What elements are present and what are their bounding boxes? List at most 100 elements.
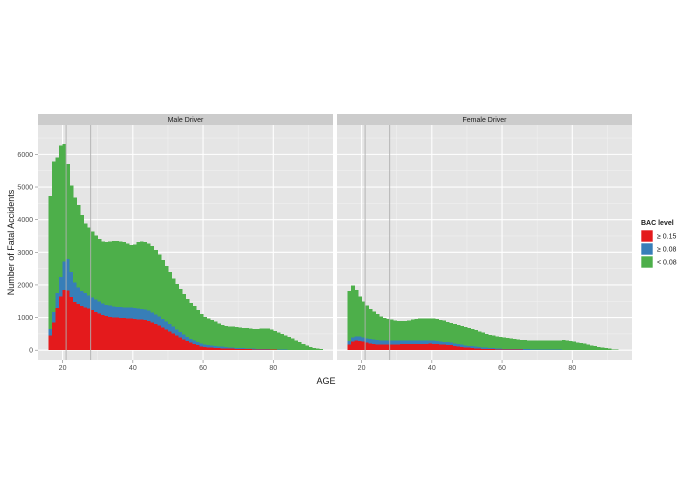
bar-female-age-52-bac-015 [473, 348, 478, 351]
panel-male-title: Male Driver [168, 117, 204, 124]
x-tick-label: 20 [59, 365, 67, 372]
bar-male-age-30-bac-below-008 [97, 238, 102, 351]
bar-male-age-28-bac-below-008 [90, 231, 95, 351]
bar-male-age-45-bac-015 [150, 322, 155, 351]
panel-male-bars [48, 143, 327, 351]
bar-female-age-40-bac-below-008 [431, 318, 436, 351]
panel-male-strip [38, 114, 333, 125]
bar-male-age-87-bac-below-008 [297, 342, 302, 351]
bar-female-age-55-bac-below-008 [484, 334, 489, 351]
bar-female-age-47-bac-below-008 [456, 324, 461, 351]
bar-male-age-27-bac-015 [87, 308, 92, 351]
bar-male-age-41-bac-015 [136, 319, 141, 351]
bar-female-age-25-bac-below-008 [379, 316, 384, 351]
y-tick-label: 0 [29, 348, 33, 355]
bar-male-age-79-bac-below-008 [269, 329, 274, 351]
bar-male-age-78-bac-015 [266, 349, 271, 351]
bar-male-age-50-bac-below-008 [167, 271, 172, 351]
bar-male-age-84-bac-below-008 [287, 337, 292, 351]
bar-male-age-36-bac-below-008 [118, 241, 123, 351]
bar-male-age-70-bac-below-008 [238, 327, 243, 351]
bar-male-age-74-bac-below-008 [252, 328, 257, 351]
bar-female-age-60-bac-015 [502, 349, 506, 351]
panel-male-driver: Male Driver [38, 114, 333, 360]
bar-female-age-51-bac-below-008 [470, 328, 475, 351]
bar-female-age-90-bac-below-008 [607, 348, 612, 351]
bar-male-age-37-bac-below-008 [122, 242, 127, 351]
bar-female-age-57-bac-below-008 [491, 335, 496, 351]
bar-male-age-75-bac-015 [255, 349, 260, 351]
bar-female-age-48-bac-below-008 [459, 325, 464, 351]
bar-male-age-73-bac-below-008 [248, 328, 253, 351]
x-axis-female: 20 40 60 80 [358, 360, 576, 372]
bar-female-age-56-bac-below-008 [488, 335, 492, 351]
bar-female-age-22-bac-015 [368, 343, 373, 351]
bar-male-age-50-bac-015 [167, 331, 172, 351]
bar-female-age-30-bac-015 [396, 344, 401, 351]
bar-male-age-20-bac-015 [62, 289, 67, 351]
bar-female-age-84-bac-below-008 [586, 344, 591, 351]
bar-female-age-21-bac-below-008 [365, 305, 369, 351]
bar-male-age-17-bac-below-008 [52, 161, 56, 351]
bar-female-age-64-bac-015 [516, 349, 520, 351]
bar-female-age-72-bac-008 [544, 349, 549, 351]
bar-female-age-68-bac-below-008 [530, 340, 535, 351]
bar-female-age-32-bac-015 [403, 344, 408, 351]
bar-male-age-57-bac-015 [192, 343, 197, 351]
bar-female-age-92-bac-below-008 [614, 349, 619, 351]
legend-items: ≥ 0.15 ≥ 0.08 < 0.08 [640, 229, 677, 269]
bar-male-age-31-bac-015 [101, 315, 106, 351]
x-tick-label: 80 [269, 365, 277, 372]
bar-male-age-21-bac-below-008 [66, 164, 70, 351]
bar-male-age-61-bac-015 [206, 347, 211, 351]
bar-male-age-32-bac-below-008 [104, 242, 109, 351]
panel-female-driver: Female Driver [337, 114, 632, 360]
bar-male-age-22-bac-015 [69, 297, 74, 351]
bar-female-age-40-bac-015 [431, 343, 436, 351]
bar-female-age-37-bac-below-008 [421, 318, 426, 351]
bar-male-age-53-bac-015 [178, 337, 183, 351]
bar-female-age-35-bac-015 [414, 343, 419, 351]
x-tick-label: 20 [358, 365, 366, 372]
bar-female-age-44-bac-015 [445, 344, 450, 351]
bar-female-age-42-bac-015 [438, 344, 443, 351]
bar-male-age-48-bac-below-008 [160, 260, 165, 351]
bar-male-age-66-bac-below-008 [224, 325, 228, 351]
bar-female-age-24-bac-015 [375, 344, 380, 351]
bar-male-age-35-bac-below-008 [115, 241, 120, 351]
bar-male-age-23-bac-015 [73, 302, 77, 351]
bar-female-age-89-bac-below-008 [603, 348, 608, 351]
bar-female-age-34-bac-below-008 [410, 319, 415, 351]
bar-male-age-49-bac-015 [164, 329, 169, 351]
bar-male-age-41-bac-below-008 [136, 242, 141, 351]
bar-female-age-18-bac-015 [354, 340, 359, 351]
bar-female-age-68-bac-008 [530, 349, 535, 351]
bar-female-age-65-bac-below-008 [519, 339, 524, 351]
bar-female-age-19-bac-below-008 [358, 296, 362, 351]
bar-male-age-31-bac-below-008 [101, 241, 106, 351]
bar-male-age-60-bac-below-008 [203, 316, 207, 351]
bar-female-age-56-bac-015 [488, 349, 492, 351]
bar-male-age-48-bac-015 [160, 327, 165, 351]
bar-male-age-93-bac-below-008 [318, 349, 323, 351]
bar-male-age-21-bac-015 [66, 290, 70, 351]
bar-female-age-50-bac-015 [466, 347, 471, 351]
bar-female-age-28-bac-below-008 [389, 319, 394, 351]
bar-female-age-23-bac-below-008 [372, 311, 376, 351]
bar-female-age-27-bac-015 [386, 344, 391, 351]
bar-male-age-58-bac-below-008 [196, 309, 200, 351]
bar-male-age-69-bac-below-008 [234, 327, 239, 351]
x-tick-label: 80 [568, 365, 576, 372]
bar-female-age-86-bac-below-008 [593, 346, 598, 351]
bar-female-age-34-bac-015 [410, 344, 415, 351]
bar-male-age-63-bac-015 [213, 347, 218, 351]
bar-female-age-55-bac-015 [484, 348, 489, 351]
bar-female-age-23-bac-015 [372, 343, 376, 351]
bar-female-age-39-bac-015 [428, 343, 433, 351]
bar-male-age-83-bac-below-008 [283, 335, 288, 351]
bar-female-age-78-bac-below-008 [565, 340, 570, 351]
bar-female-age-29-bac-015 [393, 344, 398, 351]
bar-male-age-33-bac-015 [108, 316, 113, 351]
bar-male-age-38-bac-015 [125, 318, 130, 351]
bar-female-age-74-bac-008 [551, 349, 556, 351]
